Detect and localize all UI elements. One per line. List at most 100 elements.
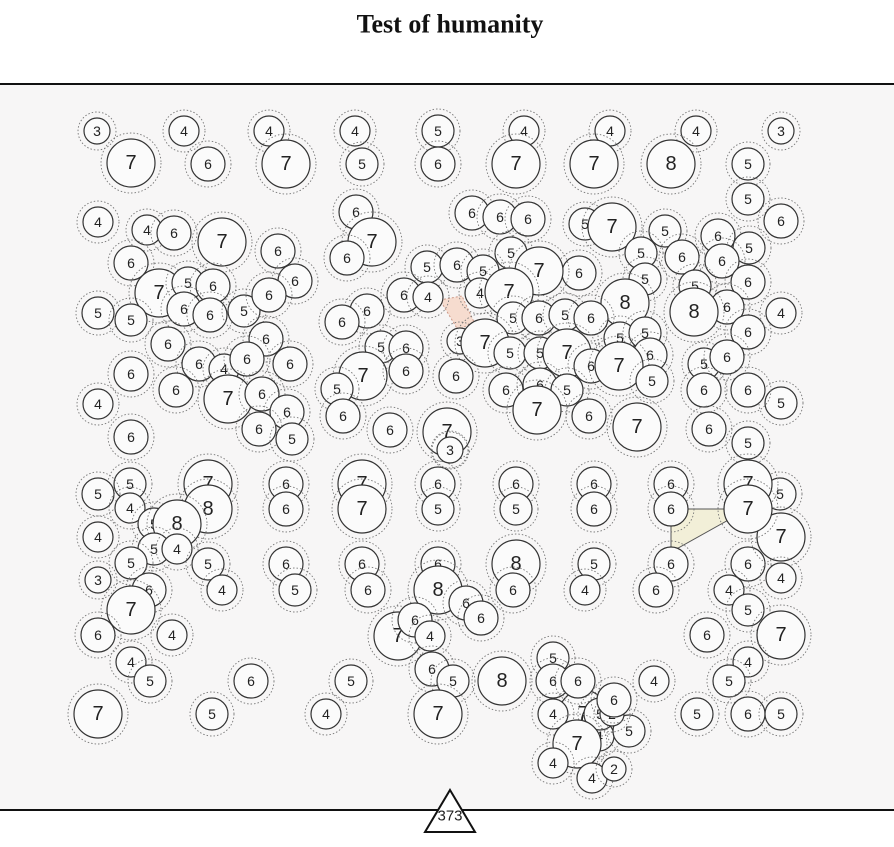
cell-label: 6	[127, 429, 135, 445]
cell	[82, 206, 114, 238]
cell-label: 5	[691, 278, 699, 294]
cell-label: 5	[94, 486, 102, 502]
cell-label: 4	[351, 123, 359, 139]
cell	[372, 412, 408, 448]
cell-label: 6	[282, 501, 290, 517]
cell-label: 4	[143, 222, 151, 238]
cell-label: 4	[322, 706, 330, 722]
cell-halo	[74, 611, 122, 659]
cell-label: 5	[648, 373, 656, 389]
cell-group: 6	[698, 237, 746, 285]
cell-halo	[672, 263, 718, 309]
cell-label: 6	[170, 225, 178, 241]
cell-halo	[431, 431, 469, 469]
cell-label: 6	[777, 213, 785, 229]
cell-label: 6	[462, 595, 470, 611]
cell-group: 6	[238, 370, 286, 418]
cell	[560, 663, 596, 699]
cell-label: 7	[357, 365, 368, 387]
cell-label: 6	[282, 556, 290, 572]
cell-label: 6	[646, 347, 654, 363]
cell	[731, 147, 765, 181]
cell-label: 8	[688, 301, 699, 323]
cell	[730, 264, 766, 300]
cell-halo	[144, 320, 192, 368]
cell-label: 8	[510, 553, 521, 575]
cell	[244, 376, 280, 412]
cell-label: 7	[503, 281, 514, 303]
cell-label: 4	[520, 123, 528, 139]
cell-group: 5	[726, 225, 772, 271]
cell	[158, 372, 194, 408]
cell-label: 5	[536, 345, 544, 361]
cell	[206, 574, 238, 606]
cell-label: 6	[195, 356, 203, 372]
cell-halo	[414, 140, 462, 188]
cell	[227, 294, 261, 328]
cell-halo	[530, 635, 576, 681]
cell-label: 5	[777, 395, 785, 411]
cell-halo	[698, 237, 746, 285]
cell-label: 6	[434, 556, 442, 572]
cell-label: 7	[392, 625, 403, 647]
cell-halo	[109, 640, 153, 684]
cell	[414, 620, 446, 652]
cell-group: 5	[758, 691, 804, 737]
cell-label: 6	[744, 274, 752, 290]
cell-halo	[304, 692, 348, 736]
cell-halo	[531, 741, 575, 785]
cell-label: 5	[745, 240, 753, 256]
cell-label: 5	[150, 541, 158, 557]
cell-halo	[406, 275, 450, 319]
cell-label: 6	[400, 287, 408, 303]
cell-label: 5	[637, 245, 645, 261]
cell-halo	[77, 111, 117, 151]
cell-halo	[343, 287, 391, 335]
cell-group: 6	[144, 320, 192, 368]
cell-halo	[531, 692, 575, 736]
cell-group: 5	[339, 141, 385, 187]
cell-halo	[344, 566, 392, 614]
cell-halo	[683, 611, 731, 659]
cell-label: 6	[477, 610, 485, 626]
cell-halo	[563, 133, 625, 195]
cell-label: 5	[377, 339, 385, 355]
cell-halo	[107, 239, 155, 287]
cell-label: 4	[424, 289, 432, 305]
cell-group: 6	[107, 350, 155, 398]
cell-halo	[726, 640, 770, 684]
cell-group: 4	[563, 568, 607, 612]
cell-label: 6	[502, 382, 510, 398]
cell-halo	[590, 676, 638, 724]
cell-label: 5	[240, 303, 248, 319]
cell	[388, 353, 424, 389]
cell-label: 7	[631, 416, 642, 438]
cell	[689, 617, 725, 653]
cell-label: 5	[127, 312, 135, 328]
cell-halo	[622, 256, 668, 302]
cell-group: 7	[191, 211, 253, 273]
cell	[133, 664, 167, 698]
cell-label: 6	[723, 349, 731, 365]
cell-label: 6	[127, 255, 135, 271]
cell-halo	[595, 750, 633, 788]
cell-label: 6	[744, 382, 752, 398]
cell-group: 6	[414, 140, 462, 188]
cell-group: 4	[162, 109, 206, 153]
cell	[192, 297, 228, 333]
orange-region	[439, 295, 475, 331]
cell-label: 7	[742, 498, 753, 520]
cell-label: 5	[507, 245, 515, 261]
cell-group: 4	[150, 613, 194, 657]
cell-label: 6	[363, 303, 371, 319]
cell-group: 4	[76, 382, 120, 426]
cell-label: 5	[777, 706, 785, 722]
cell	[680, 697, 714, 731]
cell-halo	[75, 471, 121, 517]
cell-label: 7	[571, 733, 582, 755]
cell-group: 5	[108, 540, 154, 586]
cell-group: 5	[758, 380, 804, 426]
cell-group: 6	[323, 234, 371, 282]
cell-label: 5	[208, 706, 216, 722]
cell-group: 7	[407, 683, 469, 745]
